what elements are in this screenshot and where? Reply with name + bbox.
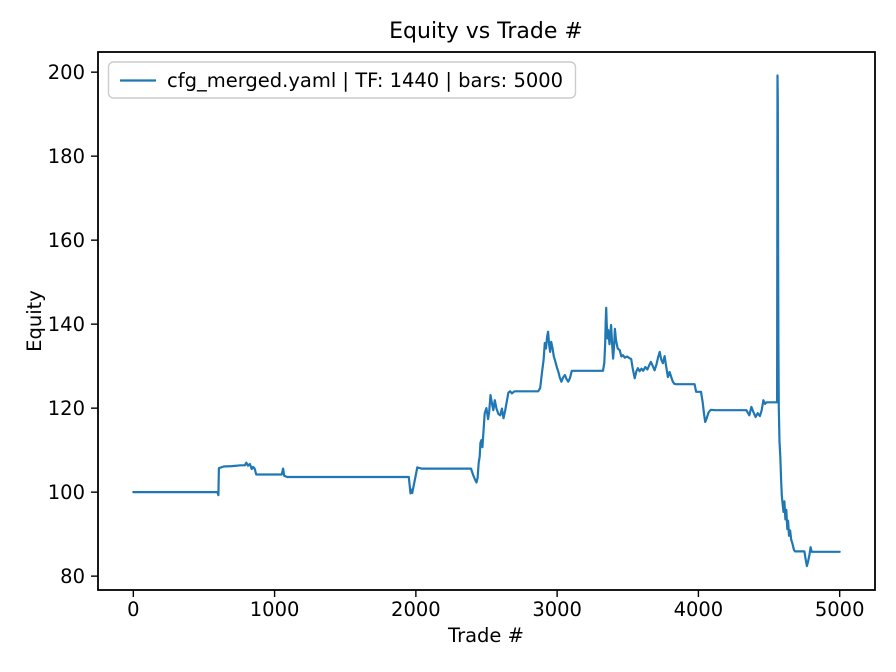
x-tick-label: 3000 [532,598,582,621]
x-axis-label: Trade # [447,624,524,647]
legend-box [107,61,577,99]
x-tick-label: 0 [127,598,139,621]
x-axis-ticks [132,590,841,597]
y-tick-label: 120 [48,397,85,420]
x-tick-label: 4000 [674,598,724,621]
y-tick-label: 180 [48,145,85,168]
chart-title: Equity vs Trade # [389,19,583,44]
equity-series-line [132,74,841,568]
y-tick-label: 80 [60,565,85,588]
x-tick-label: 1000 [250,598,300,621]
legend-label: cfg_merged.yaml | TF: 1440 | bars: 5000 [167,69,563,92]
plot-area [97,51,876,591]
x-axis-tick-labels: 0 1000 2000 3000 4000 5000 [127,598,864,621]
y-tick-label: 160 [48,229,85,252]
legend: cfg_merged.yaml | TF: 1440 | bars: 5000 [107,61,577,99]
y-tick-label: 100 [48,481,85,504]
y-axis-label: Equity [23,290,46,352]
y-axis-tick-labels: 80 100 120 140 160 180 200 [48,61,85,588]
x-tick-label: 2000 [391,598,441,621]
y-axis-ticks [91,71,98,577]
y-tick-label: 140 [48,313,85,336]
y-tick-label: 200 [48,61,85,84]
x-tick-label: 5000 [815,598,865,621]
